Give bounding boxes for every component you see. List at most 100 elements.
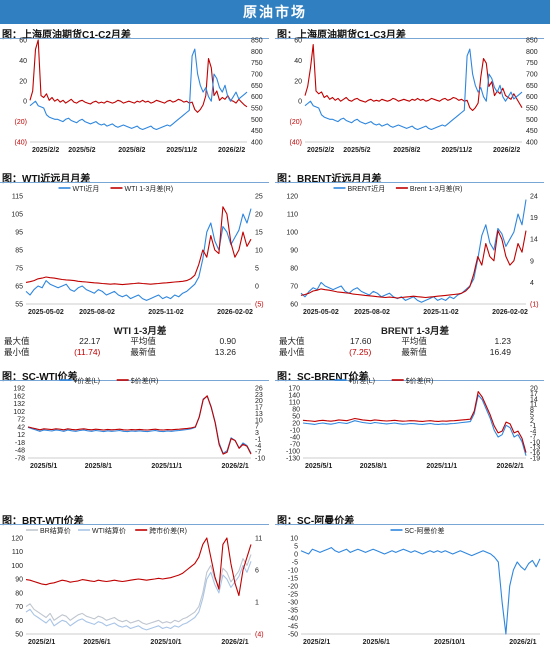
chart-svg: 60 40 20 0 (20) (40) 850 800 750 700 650 600 550 500 4… (290, 38, 538, 155)
series-line (302, 394, 527, 456)
y-left-tick: 20 (19, 78, 27, 85)
stat-value: 1.23 (494, 336, 511, 346)
y-right-tick: 20 (255, 212, 263, 219)
y-right-tick: 800 (526, 49, 538, 56)
chart-title: 图：SC-BRENT价差 (277, 372, 369, 383)
y-right-tick: 23 (255, 392, 263, 399)
y-left-tick: 50 (15, 632, 23, 639)
page-banner: 原油市场 (0, 0, 550, 24)
y-right-tick: 450 (526, 128, 538, 135)
title-divider (275, 38, 544, 39)
y-left-tick: (20) (15, 119, 27, 126)
y-right-tick: 600 (251, 94, 263, 101)
x-tick: 2026-02-02 (217, 309, 253, 316)
y-right-tick: -7 (530, 434, 536, 441)
y-left-tick: 110 (289, 400, 300, 407)
x-tick: 2025-11-02 (148, 309, 184, 316)
title-divider (0, 38, 269, 39)
y-right-tick: 9 (530, 258, 534, 265)
stat-label: 最小值 (279, 347, 305, 357)
chart-svg: BRENT近月 Brent 1-3月差(R) 120 110 100 90 80 70 60 24… (286, 184, 538, 316)
x-tick: 2025-05-02 (28, 309, 64, 316)
chart-title: 图：上海原油期货C1-C3月差 (277, 30, 406, 41)
y-right-tick: 2 (530, 418, 534, 425)
y-left-tick: -18 (15, 440, 25, 447)
stat-value: 22.17 (79, 336, 101, 346)
series-line (25, 537, 252, 597)
y-right-tick: 8 (530, 407, 534, 414)
wti-stats-table: 最大值 22.17 平均值 0.90 最小值 (11.74) 最新值 13.26 (2, 336, 238, 358)
y-left-tick: 90 (15, 577, 23, 584)
legend-label: Brent 1-3月差(R) (410, 184, 463, 193)
series-line (25, 208, 252, 301)
x-tick: 2025-11-02 (423, 309, 459, 316)
series-line (302, 391, 527, 453)
y-left-tick: -25 (288, 592, 298, 599)
x-tick: 2026/2/2 (218, 147, 245, 154)
title-divider (275, 524, 544, 525)
chart-title: 图：BRT-WTI价差 (2, 516, 84, 527)
y-left-tick: 110 (287, 212, 298, 219)
series-line (29, 48, 248, 131)
x-tick: 2025/5/2 (343, 147, 370, 154)
series-line (25, 561, 252, 631)
x-tick: 2025/11/2 (441, 147, 472, 154)
legend-item: BRENT近月 (333, 184, 386, 193)
y-left-tick: 0 (23, 99, 27, 106)
brent-stats-table: 最大值 17.60 平均值 1.23 最小值 (7.25) 最新值 16.49 (277, 336, 513, 358)
y-left-tick: 90 (290, 248, 298, 255)
y-left-tick: 100 (11, 563, 23, 570)
x-tick: 2025/2/1 (28, 639, 55, 646)
stat-value: (11.74) (74, 347, 101, 357)
stat-label: 最大值 (4, 336, 30, 346)
y-left-tick: 40 (19, 58, 27, 65)
chart-title: 图：BRENT近远月月差 (277, 174, 382, 185)
y-right-tick: -19 (530, 456, 540, 463)
x-tick: 2025-05-02 (303, 309, 339, 316)
legend-label: BRENT近月 (348, 184, 386, 193)
chart-sc-oman: 图：SC-阿曼价差 SC-阿曼价差 10 5 0 -5 -10 -15 -20 -25 -30 -35… (275, 512, 550, 648)
chart-sc-wti: 图：SC-WTI价差 ¥价差(L) $价差(R) 192 162 132 102 72 42 12… (0, 368, 275, 472)
x-tick: 2026/2/1 (221, 639, 248, 646)
chart-wti-spread: 图：WTI近远月月差 WTI近月 WTI 1-3月差(R) 115 105 95 85 75 6… (0, 170, 275, 322)
series-line (300, 230, 527, 299)
y-right-tick: (4) (255, 632, 264, 639)
x-tick: 2025/6/1 (363, 639, 390, 646)
chart-sc-brent: 图：SC-BRENT价差 ¥价差(L) $价差(R) 170 140 110 80 50 20-… (275, 368, 550, 472)
y-right-tick: -1 (530, 423, 536, 430)
y-left-tick: 140 (288, 393, 300, 400)
y-right-tick: 700 (526, 72, 538, 79)
y-right-tick: 25 (255, 194, 263, 201)
y-left-tick: 60 (15, 618, 23, 625)
y-right-tick: 450 (251, 128, 263, 135)
x-tick: 2025/8/2 (393, 147, 420, 154)
y-left-tick: -78 (15, 456, 25, 463)
y-right-tick: 850 (251, 38, 263, 45)
title-divider (0, 182, 269, 183)
wti-stats-title: WTI 1-3月差 (113, 326, 167, 337)
y-left-tick: 80 (292, 407, 300, 414)
legend-item: BR结算价 (26, 526, 71, 535)
y-left-tick: 85 (15, 248, 23, 255)
stat-value: (7.25) (349, 347, 372, 357)
y-right-tick: 1 (255, 600, 259, 607)
y-left-tick: -130 (286, 456, 300, 463)
y-right-tick: -16 (530, 450, 540, 457)
x-tick: 2025/2/2 (32, 147, 59, 154)
y-right-tick: 600 (526, 94, 538, 101)
y-left-tick: -40 (288, 616, 298, 623)
y-left-tick: (40) (290, 140, 302, 147)
x-tick: 2025/11/1 (426, 463, 457, 470)
legend-item: ¥价差(L) (59, 376, 100, 385)
stat-label: 最新值 (130, 347, 156, 357)
y-left-tick: 20 (292, 421, 300, 428)
y-left-tick: -100 (286, 449, 300, 456)
y-left-tick: -70 (290, 442, 300, 449)
legend-label: ¥价差(L) (74, 376, 100, 385)
y-left-tick: 115 (12, 194, 23, 201)
x-tick: 2025/5/1 (30, 463, 57, 470)
y-left-tick: 102 (13, 409, 25, 416)
legend-item: Brent 1-3月差(R) (395, 184, 463, 193)
y-left-tick: -48 (15, 448, 25, 455)
chart-svg: 60 40 20 0 (20) (40) 850 800 750 700 650 600 550 500 4… (15, 38, 263, 155)
